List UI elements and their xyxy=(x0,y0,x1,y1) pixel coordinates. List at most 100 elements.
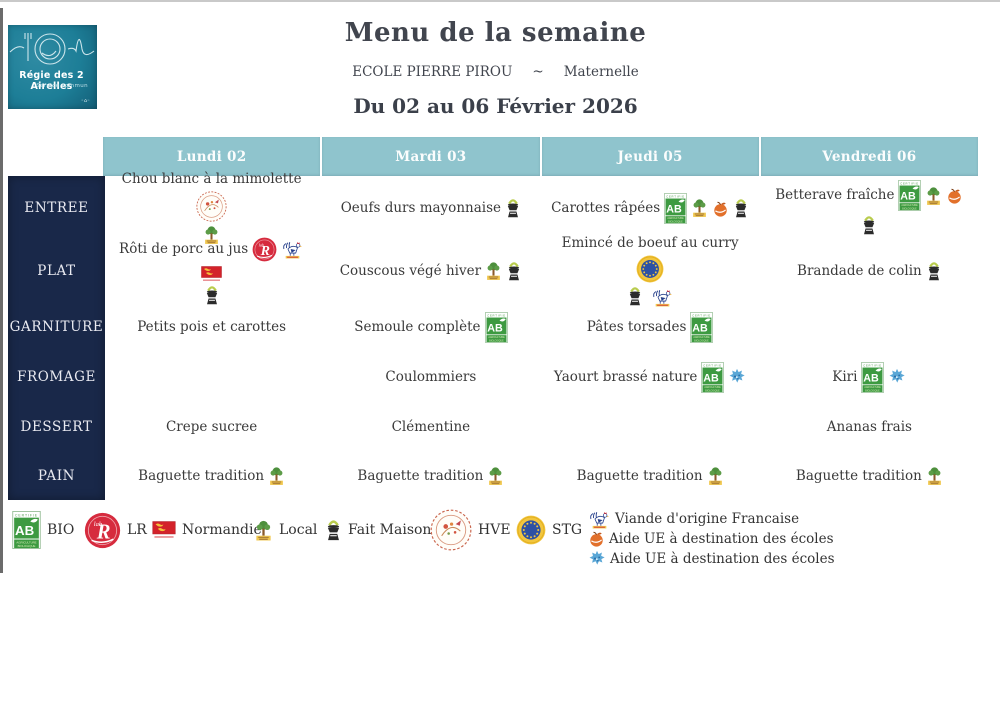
scan-artifact-left xyxy=(0,8,3,573)
milk-ue-icon xyxy=(728,368,746,386)
legend-item-lr: lab R LR xyxy=(84,505,147,555)
svg-text:AB: AB xyxy=(864,372,880,384)
svg-text:AGRICULTURE: AGRICULTURE xyxy=(668,217,685,220)
menu-cell: Baguette tradition xyxy=(103,452,320,500)
menu-item-line: Baguette tradition xyxy=(796,466,943,486)
svg-text:AB: AB xyxy=(666,203,682,215)
legend-label: Aide UE à destination des écoles xyxy=(609,530,834,547)
menu-item-line: Baguette tradition xyxy=(357,466,504,486)
svg-text:BIOLOGIQUE: BIOLOGIQUE xyxy=(18,544,36,548)
legend-item-bio: CERTIFIE AB AGRICULTURE BIOLOGIQUE BIO xyxy=(12,505,74,555)
menu-item-text: Petits pois et carottes xyxy=(137,318,287,335)
menu-item-text: Carottes râpées xyxy=(551,199,661,216)
menu-item-line: Rôti de porc au jus lab R xyxy=(108,237,315,282)
menu-item-text: Coulommiers xyxy=(385,368,477,385)
fait-maison-icon xyxy=(325,519,342,542)
menu-item-text: Yaourt brassé nature xyxy=(553,368,698,385)
menu-cell: Chou blanc à la mimolette xyxy=(103,171,320,245)
menu-cell: Ananas frais xyxy=(761,402,978,452)
svg-text:BIOLOGIQUE: BIOLOGIQUE xyxy=(668,221,683,223)
svg-text:BIOLOGIQUE: BIOLOGIQUE xyxy=(706,390,721,392)
menu-cell: Baguette tradition xyxy=(761,452,978,500)
menu-item-text: Emincé de boeuf au curry xyxy=(561,234,739,251)
normandie-icon xyxy=(201,265,222,282)
menu-cell: Petits pois et carottes xyxy=(103,302,320,352)
school-name: ECOLE PIERRE PIROU xyxy=(352,64,513,80)
svg-text:CERTIFIE: CERTIFIE xyxy=(901,181,920,185)
menu-item-line: Ananas frais xyxy=(827,419,912,436)
legend-item-stg: STG xyxy=(516,505,582,555)
menu-cell: Semoule complète CERTIFIE AB AGRICULTURE… xyxy=(322,302,539,352)
fait-maison-icon xyxy=(204,285,220,306)
logo-mini-mark: ◦⌂◦ xyxy=(80,98,90,104)
stg-icon xyxy=(636,255,664,283)
menu-item-text: Baguette tradition xyxy=(357,467,484,484)
menu-item-line: Petits pois et carottes xyxy=(137,319,286,336)
ab-icon: CERTIFIE AB AGRICULTURE BIOLOGIQUE xyxy=(898,180,922,211)
apple-ue-icon xyxy=(712,200,729,217)
menu-item-text: Baguette tradition xyxy=(795,467,922,484)
legend-item-local: Local xyxy=(254,505,317,555)
menu-item-line: Crepe sucree xyxy=(166,419,257,436)
menu-item-text: Clémentine xyxy=(391,418,471,435)
menu-item-text: Baguette tradition xyxy=(576,467,703,484)
menu-item-line: Baguette tradition xyxy=(577,466,724,486)
menu-cell xyxy=(761,302,978,352)
apple-ue-icon xyxy=(946,187,963,204)
menu-item-line: Carottes râpées CERTIFIE AB AGRICULTURE … xyxy=(551,192,749,224)
menu-item-text: Chou blanc à la mimolette xyxy=(121,170,302,187)
ab-icon: CERTIFIE AB AGRICULTURE BIOLOGIQUE xyxy=(664,192,688,224)
milk-ue-icon xyxy=(588,550,606,568)
category-sidebar: ENTREE PLAT GARNITURE FROMAGE DESSERT PAIN xyxy=(8,176,105,500)
local-icon xyxy=(203,225,220,245)
fait-maison-icon xyxy=(733,198,749,219)
menu-item-line: Clémentine xyxy=(392,419,471,436)
ab-icon: CERTIFIE AB AGRICULTURE BIOLOGIQUE xyxy=(12,511,41,549)
hve-icon xyxy=(430,509,472,551)
svg-text:AB: AB xyxy=(901,190,917,202)
page-title: Menu de la semaine xyxy=(344,18,647,48)
legend-label: STG xyxy=(552,522,583,538)
day-header-4: Vendredi 06 xyxy=(760,137,978,176)
svg-text:R: R xyxy=(260,244,270,259)
menu-item-line: Coulommiers xyxy=(385,369,476,386)
day-header-2: Mardi 03 xyxy=(322,137,540,176)
category-label-garniture: GARNITURE xyxy=(9,319,104,335)
menu-item-text: Oeufs durs mayonnaise xyxy=(340,199,501,216)
menu-cell: Pâtes torsades CERTIFIE AB AGRICULTURE B… xyxy=(542,302,759,352)
stg-icon xyxy=(516,515,546,545)
school-line: ECOLE PIERRE PIROU ~ Maternelle xyxy=(103,64,888,80)
legend-label: BIO xyxy=(47,522,75,538)
category-label-entree: ENTREE xyxy=(24,200,89,216)
logo-subtitle: Service commun xyxy=(36,83,88,89)
svg-text:CERTIFIE: CERTIFIE xyxy=(666,194,685,198)
legend-label: Fait Maison xyxy=(348,522,432,538)
menu-item-line: Chou blanc à la mimolette xyxy=(108,171,315,223)
category-label-fromage: FROMAGE xyxy=(16,369,96,385)
menu-item-line: Pâtes torsades CERTIFIE AB AGRICULTURE B… xyxy=(587,311,714,343)
tilde-separator: ~ xyxy=(532,64,544,80)
menu-item-text: Ananas frais xyxy=(826,418,912,435)
local-icon xyxy=(487,466,504,486)
local-icon xyxy=(254,519,273,542)
local-icon xyxy=(707,466,724,486)
legend-stacked-row: Viande d'origine Francaise xyxy=(588,509,835,528)
menu-item-line: Kiri CERTIFIE AB AGRICULTURE BIOLOGIQUE xyxy=(832,361,906,393)
ab-icon: CERTIFIE AB AGRICULTURE BIOLOGIQUE xyxy=(861,361,885,393)
menu-item-line: Yaourt brassé nature CERTIFIE AB AGRICUL… xyxy=(553,361,747,393)
fait-maison-icon xyxy=(506,261,522,282)
legend-label: HVE xyxy=(478,522,511,538)
svg-text:AGRICULTURE: AGRICULTURE xyxy=(902,204,919,207)
rooster-icon xyxy=(588,509,611,529)
svg-text:AGRICULTURE: AGRICULTURE xyxy=(488,336,505,339)
legend-label: Normandie xyxy=(182,522,262,538)
fait-maison-icon xyxy=(926,261,942,282)
svg-text:lab: lab xyxy=(259,242,265,247)
svg-text:CERTIFIE: CERTIFIE xyxy=(15,513,38,517)
day-header-row: Lundi 02 Mardi 03 Jeudi 05 Vendredi 06 xyxy=(103,137,978,176)
menu-cell xyxy=(542,402,759,452)
label-rouge-icon: lab R xyxy=(84,512,121,549)
scan-artifact-top xyxy=(0,0,1000,2)
menu-item-line: Oeufs durs mayonnaise xyxy=(341,198,521,219)
hve-icon xyxy=(196,191,227,223)
